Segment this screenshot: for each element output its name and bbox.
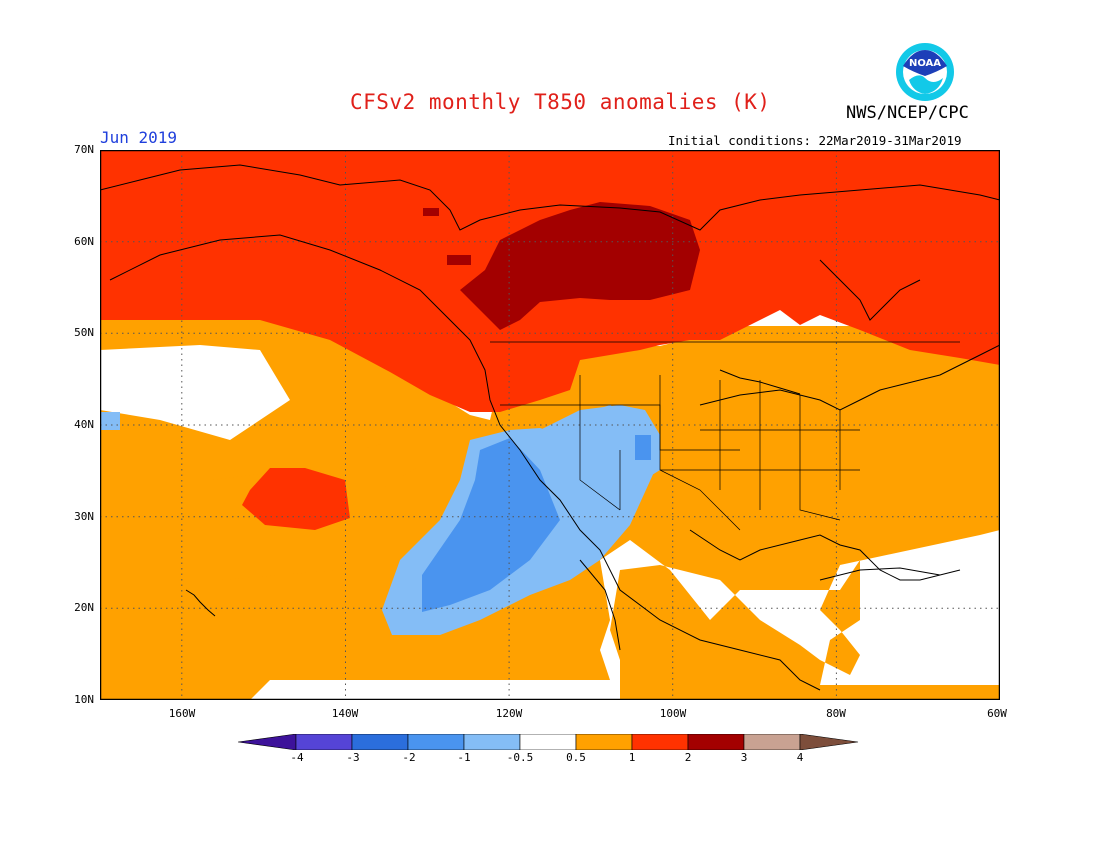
colorbar-swatch-8 <box>687 734 745 750</box>
noaa-logo-text: NOAA <box>909 58 941 69</box>
lat-label-40n: 40N <box>74 418 94 431</box>
colorbar-label-minus2: -2 <box>402 751 416 764</box>
colorbar-swatch-2 <box>351 734 409 750</box>
lat-label-50n: 50N <box>74 326 94 339</box>
colorbar-label-minus1: -1 <box>457 751 471 764</box>
colorbar-label-4: 4 <box>796 751 804 764</box>
lon-label-80w: 80W <box>826 707 846 720</box>
anomaly-region-darkred <box>423 202 700 330</box>
us-state-borders <box>490 341 960 531</box>
colorbar-swatch-4 <box>463 734 521 750</box>
colorbar-label-minus4: -4 <box>290 751 304 764</box>
initial-conditions-label: Initial conditions: 22Mar2019-31Mar2019 <box>668 133 962 148</box>
noaa-logo: NOAA <box>896 43 954 101</box>
colorbar-swatch-9 <box>743 734 801 750</box>
colorbar <box>238 734 859 750</box>
lat-label-30n: 30N <box>74 510 94 523</box>
lat-label-20n: 20N <box>74 601 94 614</box>
colorbar-label-minus3: -3 <box>346 751 360 764</box>
map-title: CFSv2 monthly T850 anomalies (K) <box>350 90 771 114</box>
colorbar-swatch-5 <box>519 734 577 750</box>
lat-label-70n: 70N <box>74 143 94 156</box>
lon-label-160w: 160W <box>168 707 196 720</box>
colorbar-label-1: 1 <box>628 751 636 764</box>
graticule <box>100 150 1000 700</box>
lat-label-10n: 10N <box>74 693 94 706</box>
colorbar-swatch-6 <box>575 734 633 750</box>
lon-label-100w: 100W <box>659 707 687 720</box>
colorbar-label-2: 2 <box>684 751 692 764</box>
valid-month-label: Jun 2019 <box>100 128 178 147</box>
anomaly-region-blue <box>422 435 651 612</box>
colorbar-swatch-10 <box>799 734 859 750</box>
agency-label: NWS/NCEP/CPC <box>846 103 969 123</box>
colorbar-swatch-3 <box>407 734 465 750</box>
map-frame <box>100 150 1000 700</box>
colorbar-label-minus0-5: -0.5 <box>506 751 534 764</box>
lon-label-140w: 140W <box>331 707 359 720</box>
colorbar-swatch-0 <box>238 734 297 750</box>
lat-label-60n: 60N <box>74 235 94 248</box>
lon-label-60w: 60W <box>987 707 1007 720</box>
colorbar-swatch-7 <box>631 734 689 750</box>
colorbar-label-3: 3 <box>740 751 748 764</box>
colorbar-swatch-1 <box>295 734 353 750</box>
anomaly-map <box>100 150 1000 700</box>
lon-label-120w: 120W <box>495 707 523 720</box>
colorbar-label-0-5: 0.5 <box>566 751 586 764</box>
